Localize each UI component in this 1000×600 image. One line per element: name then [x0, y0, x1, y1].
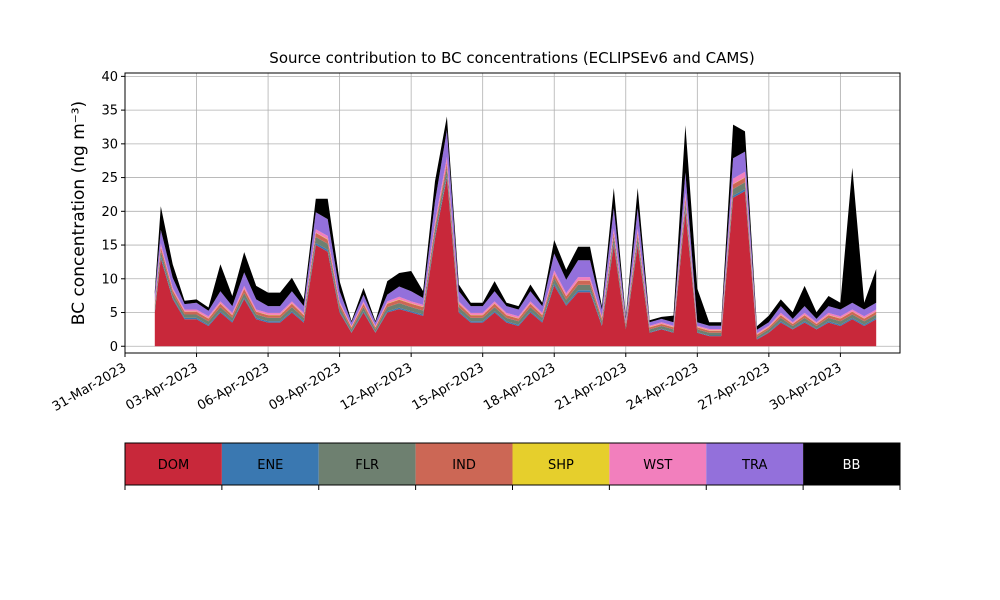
legend-swatch-flr [318, 443, 416, 485]
x-tick-label: 24-Apr-2023 [624, 360, 701, 413]
x-tick-label: 18-Apr-2023 [481, 360, 558, 413]
legend-label-shp: SHP [548, 458, 574, 473]
x-tick-label: 27-Apr-2023 [696, 360, 773, 413]
x-tick-label: 21-Apr-2023 [553, 360, 630, 413]
legend-swatch-ene [221, 443, 319, 485]
chart-title: Source contribution to BC concentrations… [269, 49, 754, 67]
y-tick-label: 5 [110, 306, 118, 321]
legend-swatch-dom [125, 443, 222, 485]
legend-label-dom: DOM [158, 458, 189, 473]
x-tick-label: 30-Apr-2023 [767, 360, 844, 413]
stacked-areas [154, 116, 877, 347]
x-tick-label: 06-Apr-2023 [195, 360, 272, 413]
y-tick-label: 25 [101, 171, 118, 186]
area-bb [154, 116, 877, 330]
legend-swatch-shp [512, 443, 610, 485]
legend-swatch-bb [803, 443, 900, 485]
legend-label-flr: FLR [355, 458, 379, 473]
legend-swatch-tra [706, 443, 804, 485]
x-tick-label: 31-Mar-2023 [50, 360, 129, 414]
legend-label-ind: IND [452, 458, 476, 473]
x-tick-label: 15-Apr-2023 [410, 360, 487, 413]
x-tick-label: 03-Apr-2023 [123, 360, 200, 413]
legend-label-wst: WST [643, 458, 672, 473]
y-axis-ticks: 0 5 10 15 20 25 30 35 40 [101, 70, 125, 355]
y-tick-label: 20 [101, 205, 118, 220]
legend-label-ene: ENE [257, 458, 283, 473]
y-tick-label: 40 [101, 70, 118, 85]
x-axis-ticks: 31-Mar-202303-Apr-202306-Apr-202309-Apr-… [50, 353, 844, 415]
legend-label-bb: BB [843, 458, 861, 473]
y-axis-label: BC concentration (ng m⁻³) [69, 101, 89, 325]
legend-label-tra: TRA [741, 458, 767, 473]
plot-frame [124, 72, 901, 354]
area-dom [154, 177, 877, 347]
x-tick-label: 12-Apr-2023 [338, 360, 415, 413]
y-tick-label: 10 [101, 272, 118, 287]
y-tick-label: 35 [101, 104, 118, 119]
y-tick-label: 0 [110, 340, 118, 355]
y-tick-label: 15 [101, 239, 118, 254]
legend-swatch-ind [415, 443, 513, 485]
area-tra [154, 130, 877, 334]
x-tick-label: 09-Apr-2023 [266, 360, 343, 413]
y-tick-label: 30 [101, 137, 118, 152]
legend-swatch-wst [609, 443, 707, 485]
source-legend: DOM ENE FLR IND SHP WST TRA BB [124, 442, 901, 490]
